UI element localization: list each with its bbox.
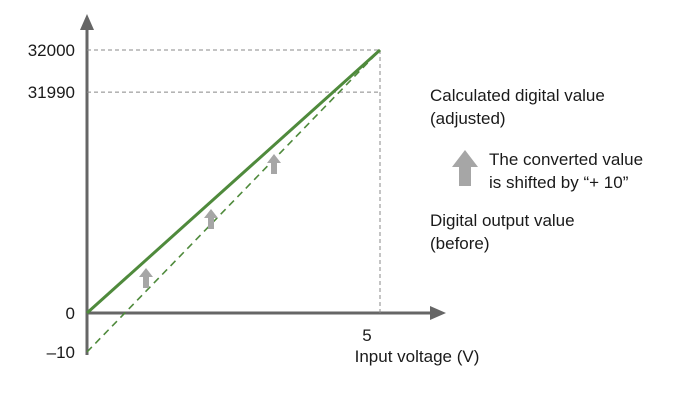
y-tick-label-0: 0: [66, 304, 75, 323]
legend-adjusted-line2: (adjusted): [430, 109, 506, 128]
y-tick-label-minus-10: –10: [47, 343, 75, 362]
y-axis-arrow-icon: [80, 14, 94, 30]
annotation-line2: is shifted by “+ 10”: [489, 173, 629, 192]
x-axis-arrow-icon: [430, 306, 446, 320]
legend-before-line1: Digital output value: [430, 211, 575, 230]
series-line-before: [86, 49, 381, 353]
up-arrow-icon: [452, 150, 478, 186]
x-axis-label: Input voltage (V): [355, 347, 480, 366]
legend-adjusted-line1: Calculated digital value: [430, 86, 605, 105]
annotation-line1: The converted value: [489, 150, 643, 169]
x-tick-label-5: 5: [362, 326, 371, 345]
shift-arrow-icon-2: [204, 209, 218, 229]
shift-arrows: [139, 154, 281, 288]
y-tick-label-32000: 32000: [28, 41, 75, 60]
y-tick-label-31990: 31990: [28, 83, 75, 102]
shift-arrow-icon-3: [267, 154, 281, 174]
series-line-adjusted: [85, 48, 382, 315]
shift-arrow-icon-1: [139, 268, 153, 288]
legend-before-line2: (before): [430, 234, 490, 253]
